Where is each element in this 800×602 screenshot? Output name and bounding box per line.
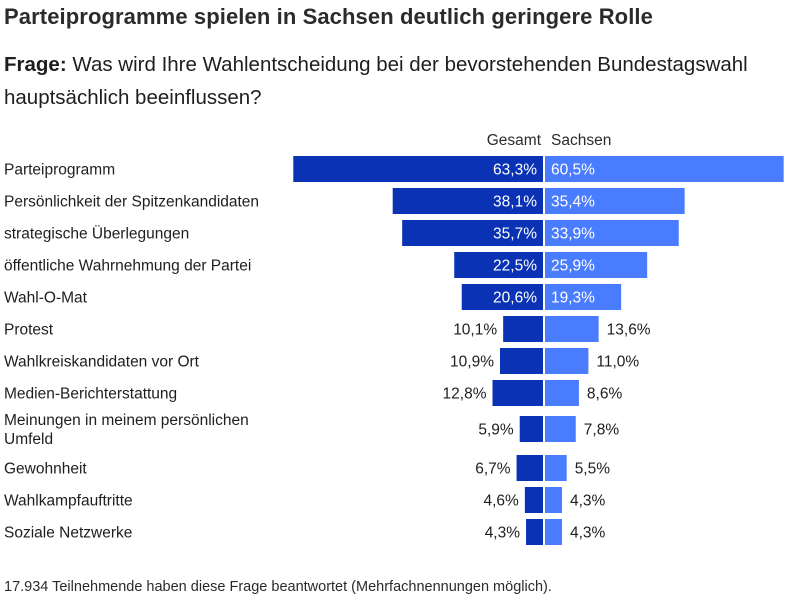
bar-gesamt (516, 455, 543, 481)
data-label-sachsen: 11,0% (596, 354, 639, 371)
category-label: Wahlkampfauftritte (4, 493, 133, 510)
bar-sachsen (545, 348, 589, 374)
category-label: Wahl-O-Mat (4, 290, 88, 307)
data-label-sachsen: 33,9% (551, 226, 595, 243)
bar-sachsen (545, 519, 562, 545)
data-label-gesamt: 4,3% (485, 525, 521, 542)
series-header-gesamt: Gesamt (487, 132, 542, 149)
data-label-gesamt: 12,8% (443, 386, 487, 403)
category-label: Medien-Berichterstattung (4, 386, 177, 403)
data-label-sachsen: 19,3% (551, 290, 595, 307)
bar-gesamt (402, 220, 543, 246)
category-label: strategische Überlegungen (4, 225, 189, 243)
bar-gesamt (293, 156, 543, 182)
bar-sachsen (545, 416, 576, 442)
bar-sachsen (545, 188, 685, 214)
data-label-sachsen: 13,6% (607, 322, 651, 339)
bar-sachsen (545, 156, 784, 182)
bar-sachsen (545, 380, 579, 406)
data-label-sachsen: 35,4% (551, 194, 595, 211)
bar-gesamt (524, 487, 543, 513)
data-label-gesamt: 4,6% (484, 493, 520, 510)
data-label-gesamt: 35,7% (493, 226, 537, 243)
data-label-gesamt: 38,1% (493, 194, 537, 211)
category-label: Soziale Netzwerke (4, 525, 132, 542)
data-label-sachsen: 60,5% (551, 162, 595, 179)
category-label: Persönlichkeit der Spitzenkandidaten (4, 194, 259, 211)
bar-gesamt (499, 348, 543, 374)
bar-gesamt (392, 188, 543, 214)
bar-gesamt (519, 416, 543, 442)
bar-sachsen (545, 284, 622, 310)
question: Frage: Was wird Ihre Wahlentscheidung be… (4, 48, 764, 114)
bar-sachsen (545, 316, 599, 342)
data-label-sachsen: 25,9% (551, 258, 595, 275)
question-label: Frage: (4, 53, 67, 76)
bar-sachsen (545, 487, 562, 513)
bar-sachsen (545, 455, 567, 481)
bar-gesamt (526, 519, 543, 545)
category-label: Meinungen in meinem persönlichen Umfeld (4, 412, 249, 448)
question-text: Was wird Ihre Wahlentscheidung bei der b… (4, 53, 748, 109)
data-label-gesamt: 10,9% (450, 354, 494, 371)
data-label-sachsen: 7,8% (584, 422, 620, 439)
data-label-gesamt: 5,9% (478, 422, 514, 439)
bar-gesamt (503, 316, 543, 342)
data-label-sachsen: 8,6% (587, 386, 623, 403)
data-label-gesamt: 20,6% (493, 290, 537, 307)
data-label-sachsen: 4,3% (570, 493, 606, 510)
category-label: öffentliche Wahrnehmung der Partei (4, 258, 251, 275)
data-label-gesamt: 63,3% (493, 162, 537, 179)
chart-title: Parteiprogramme spielen in Sachsen deutl… (4, 4, 653, 29)
bar-gesamt (454, 252, 543, 278)
category-label: Wahlkreiskandidaten vor Ort (4, 354, 200, 371)
data-label-sachsen: 5,5% (575, 461, 611, 478)
series-header-sachsen: Sachsen (551, 132, 611, 149)
bar-gesamt (461, 284, 543, 310)
category-label: Protest (4, 322, 54, 339)
bar-sachsen (545, 220, 679, 246)
data-label-sachsen: 4,3% (570, 525, 606, 542)
category-label: Parteiprogramm (4, 162, 115, 179)
data-label-gesamt: 6,7% (475, 461, 511, 478)
bar-gesamt (492, 380, 543, 406)
category-label: Gewohnheit (4, 461, 87, 478)
data-label-gesamt: 10,1% (453, 322, 497, 339)
data-label-gesamt: 22,5% (493, 258, 537, 275)
footnote: 17.934 Teilnehmende haben diese Frage be… (4, 579, 552, 595)
bar-sachsen (545, 252, 648, 278)
